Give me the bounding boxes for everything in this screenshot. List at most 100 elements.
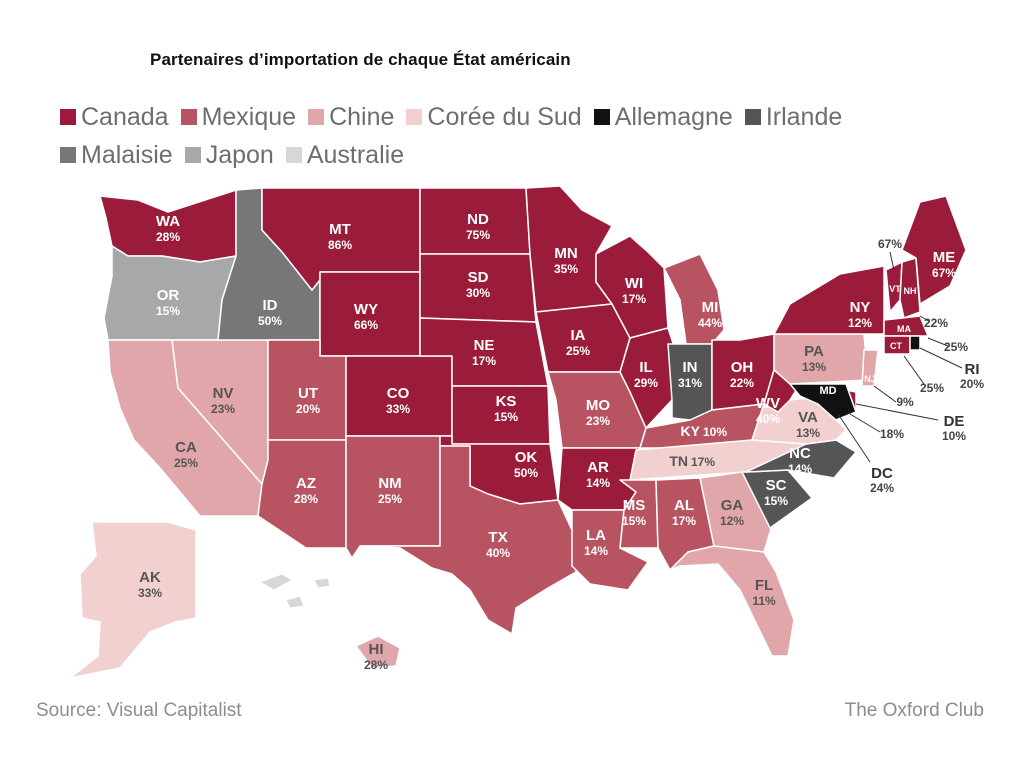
- state-label-la: LA: [586, 527, 606, 544]
- state-shape-nh: [899, 257, 921, 319]
- state-value-wa: 28%: [156, 230, 180, 244]
- hawaii-island-oahu: [313, 577, 331, 589]
- state-value-co: 33%: [386, 402, 410, 416]
- hawaii-island-molokai: [285, 595, 305, 609]
- legend-swatch-coree: [406, 109, 423, 125]
- state-value-pa: 13%: [802, 360, 826, 374]
- legend-item-coree: Corée du Sud: [406, 103, 582, 132]
- state-value-nd: 75%: [466, 228, 490, 242]
- state-value-nc: 14%: [788, 462, 812, 476]
- legend-swatch-mexique: [180, 109, 197, 125]
- state-value-ca: 25%: [174, 456, 198, 470]
- state-value-mn: 35%: [554, 262, 578, 276]
- callout-label-dc: DC: [871, 465, 893, 482]
- legend-label-chine: Chine: [329, 102, 395, 131]
- state-value-va: 13%: [796, 426, 820, 440]
- legend-label-japon: Japon: [205, 140, 274, 169]
- state-label-nh: NH: [904, 286, 917, 296]
- state-value-wi: 17%: [622, 292, 646, 306]
- state-value-mo: 23%: [586, 414, 610, 428]
- state-label-wy: WY: [354, 301, 378, 318]
- callout-label-ri: RI: [965, 361, 980, 378]
- legend-label-mexique: Mexique: [201, 102, 297, 131]
- state-label-ky: KY: [681, 423, 701, 439]
- legend: Canada Mexique Chine Corée du Sud Allema…: [60, 98, 1000, 174]
- state-label-wa: WA: [156, 213, 180, 230]
- state-label-ne: NE: [474, 337, 495, 354]
- legend-item-mexique: Mexique: [180, 102, 297, 132]
- state-shape-ma: [883, 315, 929, 337]
- legend-item-allemagne: Allemagne: [593, 103, 733, 132]
- legend-item-japon: Japon: [184, 140, 274, 170]
- state-label-or: OR: [157, 287, 180, 304]
- state-label-oh: OH: [731, 359, 754, 376]
- state-label-ct: CT: [890, 341, 902, 351]
- callout-value-dc: 24%: [870, 481, 894, 495]
- state-value-fl: 11%: [752, 594, 776, 608]
- state-value-mt: 86%: [328, 238, 352, 252]
- state-value-ak: 33%: [138, 586, 162, 600]
- state-value-or: 15%: [156, 304, 180, 318]
- state-shape-md: [789, 383, 857, 421]
- state-value-al: 17%: [672, 514, 696, 528]
- state-label-nv: NV: [213, 385, 234, 402]
- state-label-ar: AR: [587, 459, 609, 476]
- state-label-id: ID: [263, 297, 278, 314]
- legend-label-australie: Australie: [306, 140, 405, 169]
- state-label-ga: GA: [721, 497, 744, 514]
- state-value-ks: 15%: [494, 410, 518, 424]
- state-label-mo: MO: [586, 397, 610, 414]
- state-value-ky: 10%: [703, 425, 727, 439]
- state-value-ar: 14%: [586, 476, 610, 490]
- hawaii-island-maui: [258, 573, 293, 591]
- legend-label-irlande: Irlande: [765, 102, 843, 131]
- callout-value-nh: 22%: [924, 316, 948, 330]
- state-value-mi: 44%: [698, 316, 722, 330]
- leader-line-nj: [873, 385, 897, 403]
- state-value-la: 14%: [584, 544, 608, 558]
- legend-item-australie: Australie: [285, 140, 405, 170]
- state-label-mi: MI: [702, 299, 719, 316]
- state-value-hi: 28%: [364, 658, 388, 672]
- state-label-tx: TX: [488, 529, 507, 546]
- source-note: Source: Visual Capitalist: [36, 700, 242, 721]
- state-label-hi: HI: [369, 641, 384, 658]
- state-shape-ak: [69, 521, 197, 679]
- state-label-nm: NM: [378, 475, 401, 492]
- state-value-ga: 12%: [720, 514, 744, 528]
- state-shape-fl: [669, 545, 795, 657]
- state-label-ny: NY: [850, 299, 871, 316]
- state-value-oh: 22%: [730, 376, 754, 390]
- callout-value-ri: 20%: [960, 377, 984, 391]
- legend-label-canada: Canada: [81, 102, 169, 131]
- map-title: Partenaires d’importation de chaque État…: [150, 50, 571, 69]
- state-label-fl: FL: [755, 577, 773, 594]
- state-label-ut: UT: [298, 385, 318, 402]
- state-shape-hi: [355, 635, 401, 669]
- state-value-wy: 66%: [354, 318, 378, 332]
- state-value-nv: 23%: [211, 402, 235, 416]
- legend-item-irlande: Irlande: [744, 102, 843, 132]
- legend-item-malaisie: Malaisie: [60, 141, 173, 170]
- state-shape-mi: [663, 253, 725, 345]
- legend-label-malaisie: Malaisie: [81, 140, 173, 169]
- state-value-tx: 40%: [486, 546, 510, 560]
- state-value-tn: 17%: [691, 455, 715, 469]
- state-label-mn: MN: [554, 245, 577, 262]
- state-label-ks: KS: [496, 393, 517, 410]
- legend-row-1: Canada Mexique Chine Corée du Sud Allema…: [60, 98, 1000, 136]
- leader-line-dc: [837, 413, 871, 463]
- callout-value-ct: 25%: [920, 381, 944, 395]
- state-label-vt: VT: [889, 284, 901, 294]
- legend-item-chine: Chine: [308, 103, 394, 132]
- state-label-nj: NJ: [864, 374, 876, 384]
- state-label-wi: WI: [625, 275, 643, 292]
- legend-swatch-japon: [184, 147, 201, 163]
- callout-label-de: DE: [944, 413, 965, 430]
- state-value-ne: 17%: [472, 354, 496, 368]
- leader-line-ri: [919, 347, 963, 369]
- state-value-ny: 12%: [848, 316, 872, 330]
- brand-label: The Oxford Club: [844, 700, 984, 721]
- state-shape-me: [901, 195, 967, 305]
